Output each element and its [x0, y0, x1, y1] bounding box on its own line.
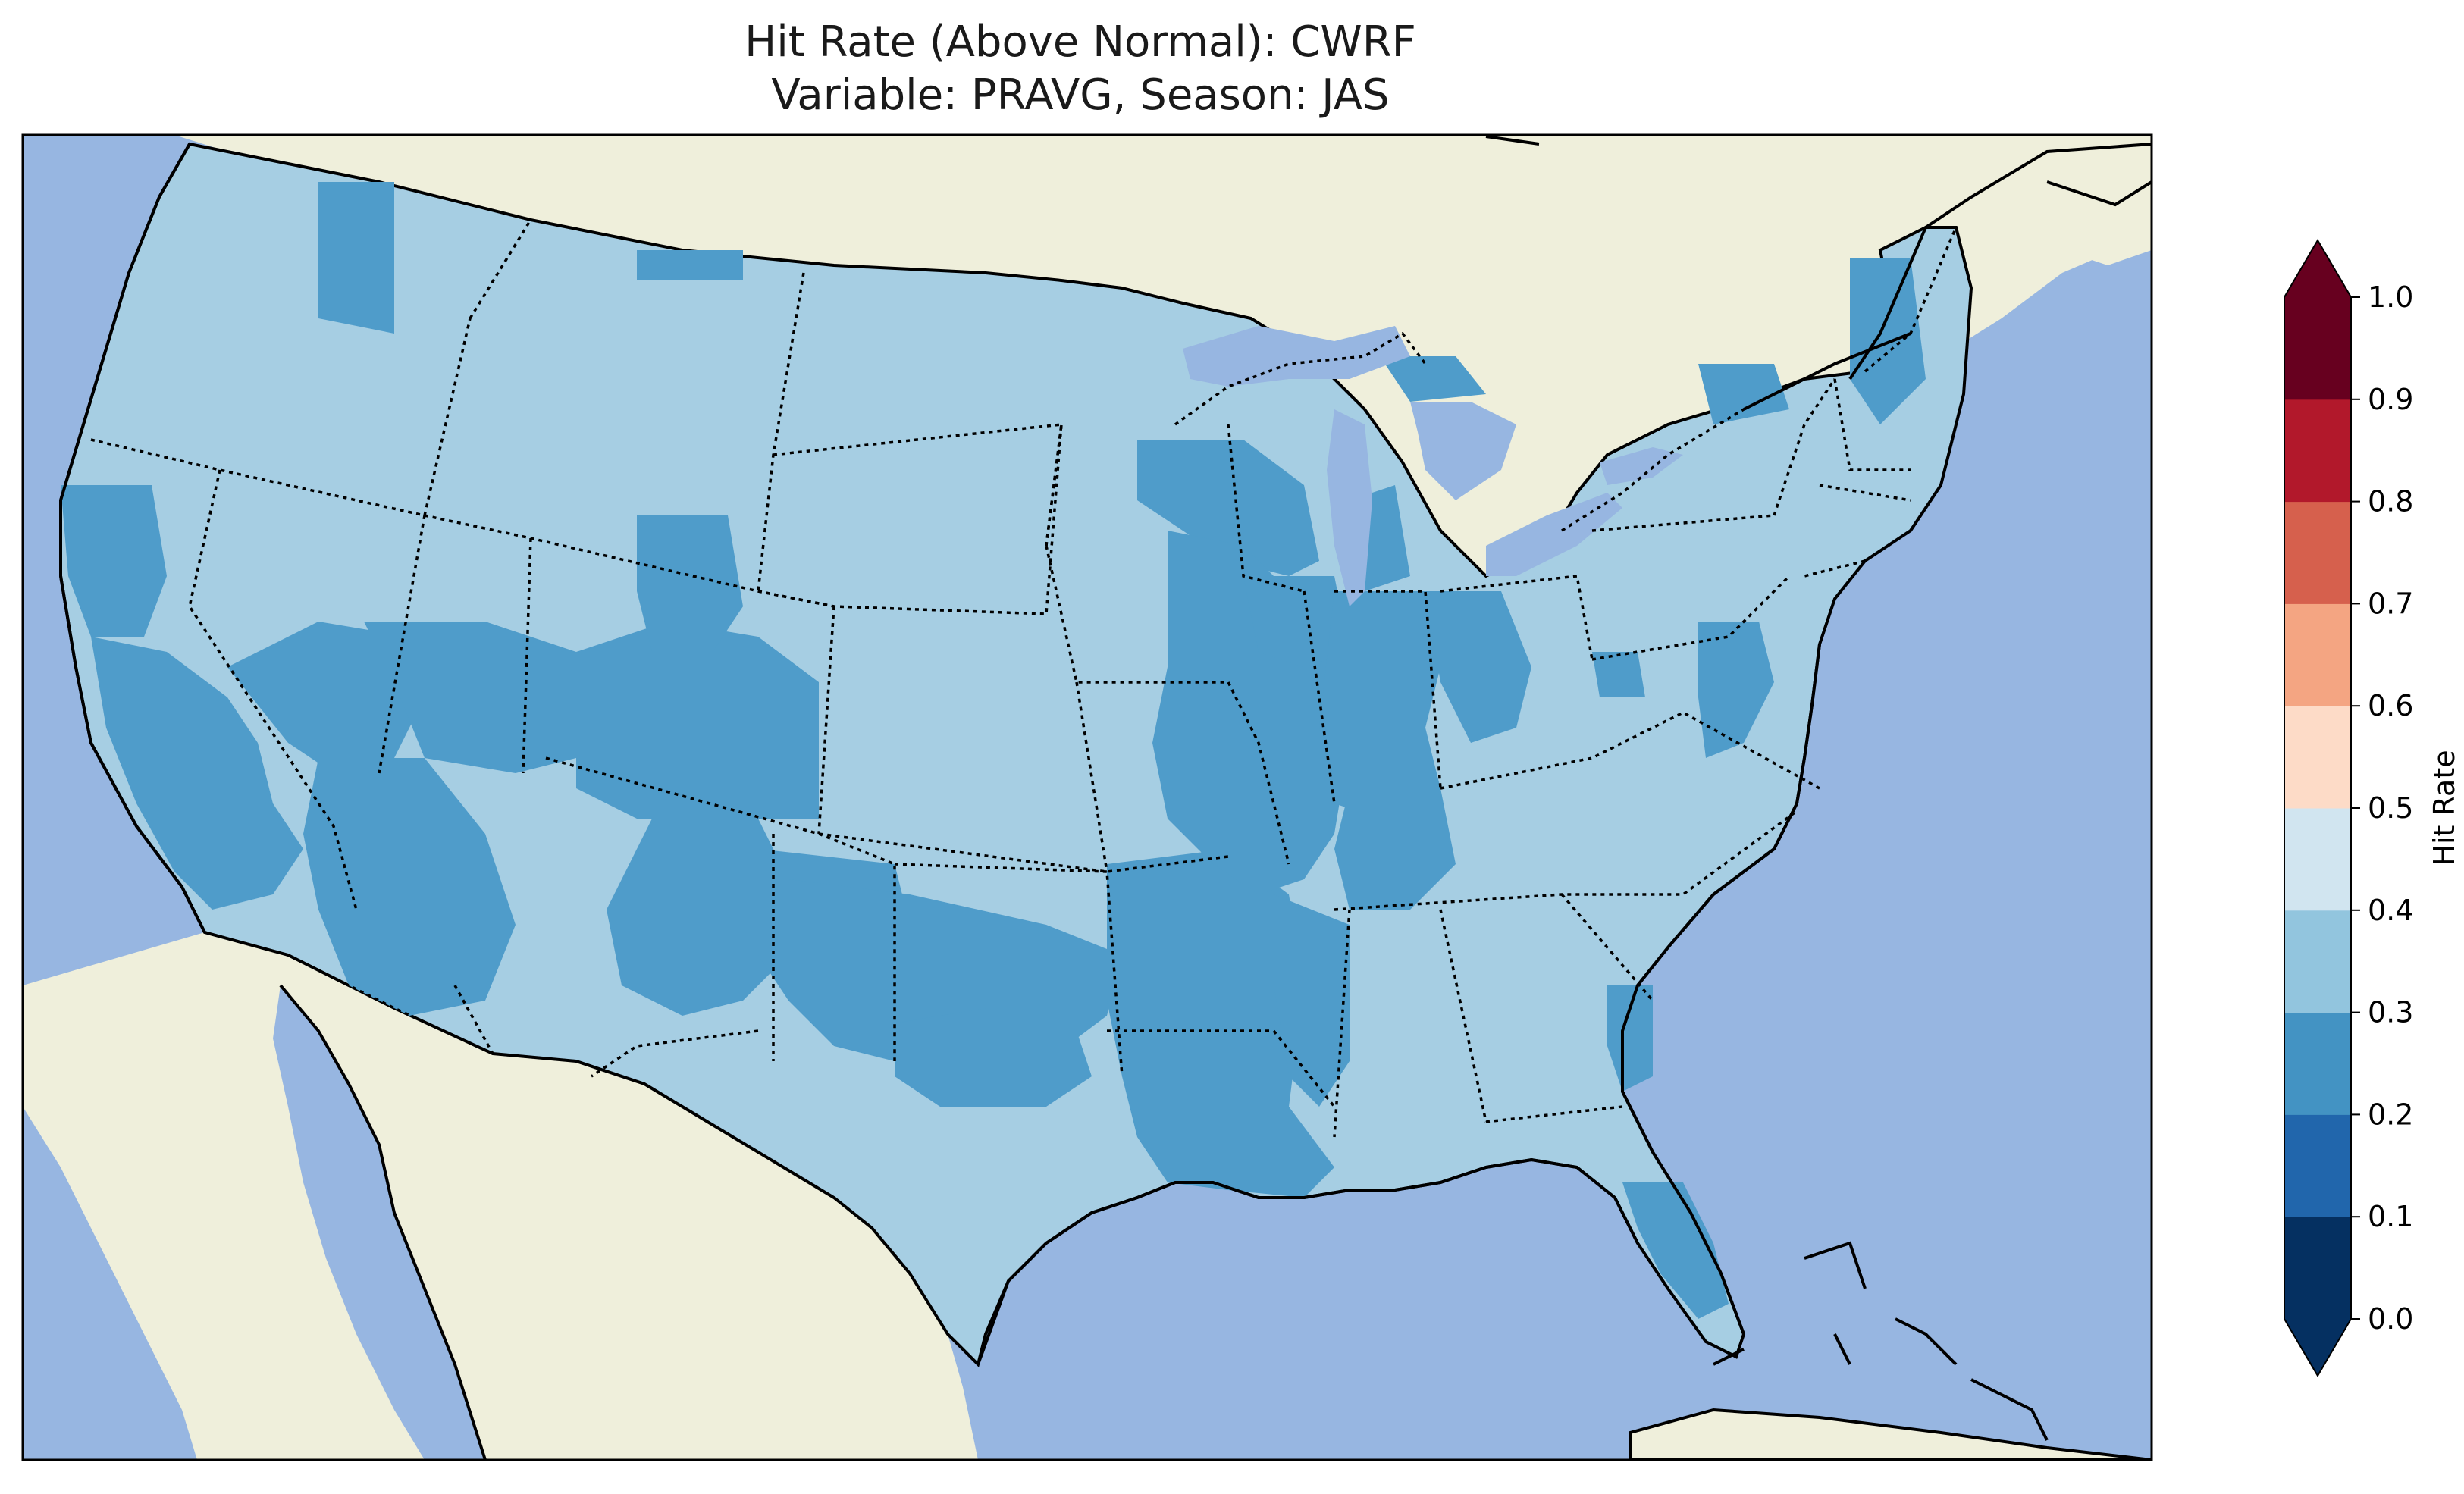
colorbar-tick-label: 0.0	[2368, 1302, 2413, 1336]
colorbar-segment	[2284, 501, 2351, 604]
cuba-land	[1629, 1408, 2152, 1460]
colorbar-segment	[2284, 1012, 2351, 1115]
colorbar-segment	[2284, 808, 2351, 911]
colorbar-tick-label: 0.9	[2368, 383, 2413, 416]
colorbar-tick-label: 0.1	[2368, 1200, 2413, 1233]
state-boundaries	[90, 219, 1911, 1138]
chart-title-line-1: Hit Rate (Above Normal): CWRF	[745, 17, 1416, 67]
map-panel	[23, 135, 2152, 1460]
colorbar-segment	[2284, 1114, 2351, 1217]
colorbar-tick-label: 0.7	[2368, 587, 2413, 620]
great-lakes	[1183, 326, 1683, 606]
colorbar-tick-label: 1.0	[2368, 280, 2413, 314]
colorbar-segment	[2284, 399, 2351, 503]
colorbar-segment	[2284, 706, 2351, 809]
chart-title-line-2: Variable: PRAVG, Season: JAS	[771, 70, 1390, 120]
colorbar-tick-label: 0.5	[2368, 791, 2413, 825]
colorbar-segment	[2284, 603, 2351, 706]
colorbar-label: Hit Rate	[2428, 750, 2461, 866]
colorbar-tick-label: 0.6	[2368, 689, 2413, 722]
colorbar-tick-label: 0.3	[2368, 996, 2413, 1029]
coastlines	[59, 135, 2152, 1460]
colorbar-segment	[2284, 1217, 2351, 1320]
colorbar-segment	[2284, 297, 2351, 400]
gulf-of-california	[273, 985, 485, 1460]
colorbar-extend-high	[2284, 240, 2351, 297]
colorbar-segment	[2284, 910, 2351, 1013]
hit-rate-0.2-0.3-regions	[61, 182, 1926, 1319]
caribbean-islands	[1713, 1241, 2049, 1441]
canada-land	[174, 135, 2152, 576]
colorbar-tick-label: 0.4	[2368, 894, 2413, 927]
mexico-land	[23, 932, 978, 1460]
colorbar-extend-low	[2284, 1319, 2351, 1376]
colorbar: 0.0 0.1 0.2 0.3 0.4 0.5 0.6 0.7 0.8 0.9 1.0 Hit Rat…	[2284, 239, 2461, 1377]
colorbar-tick-label: 0.8	[2368, 485, 2413, 518]
colorbar-tick-label: 0.2	[2368, 1098, 2413, 1131]
map-frame	[21, 133, 2153, 1461]
